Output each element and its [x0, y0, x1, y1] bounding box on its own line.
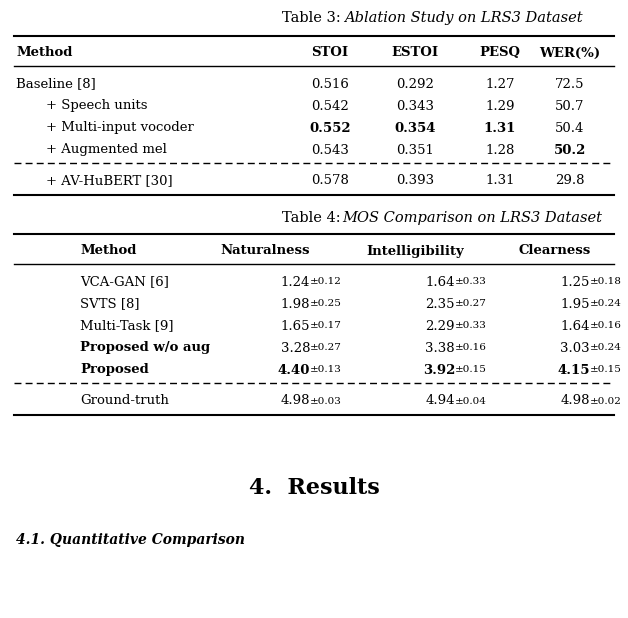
- Text: + Augmented mel: + Augmented mel: [46, 143, 167, 156]
- Text: ±0.12: ±0.12: [310, 277, 342, 287]
- Text: 29.8: 29.8: [555, 174, 585, 187]
- Text: ±0.24: ±0.24: [590, 344, 622, 352]
- Text: Method: Method: [16, 46, 72, 59]
- Text: Table 3:: Table 3:: [283, 11, 345, 25]
- Text: 0.393: 0.393: [396, 174, 434, 187]
- Text: 0.292: 0.292: [396, 77, 434, 90]
- Text: ±0.16: ±0.16: [590, 321, 622, 331]
- Text: WER(%): WER(%): [539, 46, 600, 59]
- Text: 0.552: 0.552: [309, 122, 351, 135]
- Text: ±0.02: ±0.02: [590, 397, 622, 405]
- Text: 3.03: 3.03: [560, 342, 590, 355]
- Text: ±0.33: ±0.33: [455, 321, 487, 331]
- Text: Proposed w/o aug: Proposed w/o aug: [80, 342, 210, 355]
- Text: 4.98: 4.98: [561, 394, 590, 407]
- Text: 4.  Results: 4. Results: [249, 477, 379, 499]
- Text: Table 4:: Table 4:: [283, 211, 345, 225]
- Text: 50.2: 50.2: [554, 143, 586, 156]
- Text: 50.7: 50.7: [555, 99, 585, 112]
- Text: 1.31: 1.31: [484, 122, 516, 135]
- Text: ±0.04: ±0.04: [455, 397, 487, 405]
- Text: 1.98: 1.98: [281, 297, 310, 310]
- Text: 0.578: 0.578: [311, 174, 349, 187]
- Text: ±0.18: ±0.18: [590, 277, 622, 287]
- Text: Method: Method: [80, 245, 136, 258]
- Text: 2.29: 2.29: [426, 320, 455, 332]
- Text: ESTOI: ESTOI: [391, 46, 438, 59]
- Text: ±0.15: ±0.15: [455, 365, 487, 375]
- Text: Proposed: Proposed: [80, 363, 149, 376]
- Text: STOI: STOI: [311, 46, 349, 59]
- Text: ±0.15: ±0.15: [590, 365, 622, 375]
- Text: 1.25: 1.25: [561, 276, 590, 289]
- Text: SVTS [8]: SVTS [8]: [80, 297, 139, 310]
- Text: ±0.33: ±0.33: [455, 277, 487, 287]
- Text: 72.5: 72.5: [555, 77, 585, 90]
- Text: + AV-HuBERT [30]: + AV-HuBERT [30]: [46, 174, 173, 187]
- Text: 1.28: 1.28: [485, 143, 515, 156]
- Text: 0.542: 0.542: [311, 99, 349, 112]
- Text: 3.28: 3.28: [281, 342, 310, 355]
- Text: ±0.13: ±0.13: [310, 365, 342, 375]
- Text: + Speech units: + Speech units: [46, 99, 148, 112]
- Text: 4.1. Quantitative Comparison: 4.1. Quantitative Comparison: [16, 533, 245, 547]
- Text: ±0.24: ±0.24: [590, 300, 622, 308]
- Text: Multi-Task [9]: Multi-Task [9]: [80, 320, 173, 332]
- Text: 1.27: 1.27: [485, 77, 515, 90]
- Text: ±0.27: ±0.27: [310, 344, 342, 352]
- Text: 1.64: 1.64: [561, 320, 590, 332]
- Text: 3.38: 3.38: [425, 342, 455, 355]
- Text: Intelligibility: Intelligibility: [366, 245, 464, 258]
- Text: MOS Comparison on LRS3 Dataset: MOS Comparison on LRS3 Dataset: [342, 211, 602, 225]
- Text: 1.64: 1.64: [426, 276, 455, 289]
- Text: 0.343: 0.343: [396, 99, 434, 112]
- Text: 0.351: 0.351: [396, 143, 434, 156]
- Text: Baseline [8]: Baseline [8]: [16, 77, 95, 90]
- Text: ±0.03: ±0.03: [310, 397, 342, 405]
- Text: 0.543: 0.543: [311, 143, 349, 156]
- Text: 1.24: 1.24: [281, 276, 310, 289]
- Text: ±0.17: ±0.17: [310, 321, 342, 331]
- Text: Ground-truth: Ground-truth: [80, 394, 169, 407]
- Text: Ablation Study on LRS3 Dataset: Ablation Study on LRS3 Dataset: [344, 11, 583, 25]
- Text: 1.95: 1.95: [561, 297, 590, 310]
- Text: PESQ: PESQ: [480, 46, 521, 59]
- Text: 4.15: 4.15: [558, 363, 590, 376]
- Text: 4.94: 4.94: [426, 394, 455, 407]
- Text: 1.29: 1.29: [485, 99, 515, 112]
- Text: 2.35: 2.35: [426, 297, 455, 310]
- Text: 4.98: 4.98: [281, 394, 310, 407]
- Text: ±0.16: ±0.16: [455, 344, 487, 352]
- Text: ±0.27: ±0.27: [455, 300, 487, 308]
- Text: 4.40: 4.40: [278, 363, 310, 376]
- Text: + Multi-input vocoder: + Multi-input vocoder: [46, 122, 194, 135]
- Text: 1.31: 1.31: [485, 174, 515, 187]
- Text: Naturalness: Naturalness: [220, 245, 310, 258]
- Text: ±0.25: ±0.25: [310, 300, 342, 308]
- Text: Clearness: Clearness: [519, 245, 591, 258]
- Text: 0.354: 0.354: [394, 122, 436, 135]
- Text: 0.516: 0.516: [311, 77, 349, 90]
- Text: 50.4: 50.4: [555, 122, 585, 135]
- Text: 3.92: 3.92: [423, 363, 455, 376]
- Text: 1.65: 1.65: [281, 320, 310, 332]
- Text: VCA-GAN [6]: VCA-GAN [6]: [80, 276, 169, 289]
